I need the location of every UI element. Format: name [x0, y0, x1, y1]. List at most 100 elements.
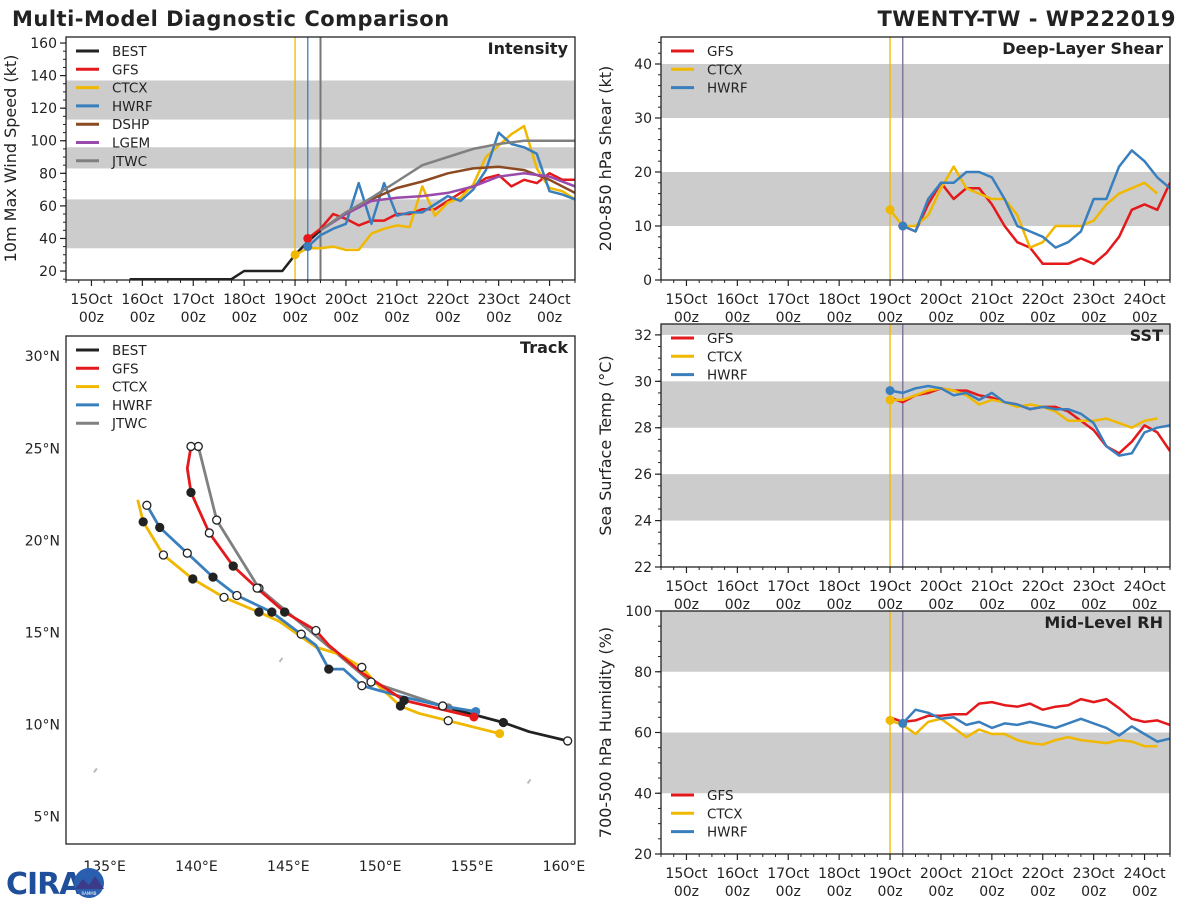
lat-tick-label: 20°N	[25, 533, 60, 549]
panel-title: SST	[1130, 326, 1163, 345]
x-tick-label-date: 22Oct	[1022, 579, 1065, 595]
track-position-filled	[254, 607, 264, 617]
y-tick-label: 80	[39, 166, 57, 182]
x-tick-label-hour: 00z	[282, 310, 307, 326]
series-line-lgem	[319, 172, 575, 232]
figure-title: Multi-Model Diagnostic Comparison	[12, 7, 450, 31]
legend-label: LGEM	[112, 136, 150, 152]
panel-title: Mid-Level RH	[1044, 613, 1163, 632]
x-tick-label-date: 16Oct	[121, 292, 164, 308]
lon-tick-label: 140°E	[175, 859, 218, 875]
x-tick-label-hour: 00z	[877, 310, 902, 326]
x-tick-label-date: 16Oct	[716, 866, 759, 882]
x-tick-label-hour: 00z	[725, 884, 750, 900]
panel-sst: 22 24 26 28 30 32 15Oct 00z 16Oct 00z 17Oct 00z 18Oc…	[596, 323, 1171, 613]
x-tick-label-date: 20Oct	[920, 866, 963, 882]
x-tick-label-date: 23Oct	[1073, 292, 1116, 308]
x-tick-label-hour: 00z	[1132, 310, 1157, 326]
x-tick-label-date: 17Oct	[767, 579, 810, 595]
x-tick-label-hour: 00z	[877, 597, 902, 613]
start-point-hwrf	[898, 221, 908, 231]
legend-label: CTCX	[707, 806, 743, 822]
y-tick-label: 20	[634, 165, 652, 181]
y-axis-label: 10m Max Wind Speed (kt)	[1, 55, 20, 263]
x-tick-label-hour: 00z	[79, 310, 104, 326]
track-position-filled	[155, 522, 165, 533]
track-position-filled	[324, 664, 334, 674]
series-line-hwrf	[889, 384, 1170, 457]
y-axis-label: 700-500 hPa Humidity (%)	[596, 627, 615, 838]
y-tick-label: 60	[39, 199, 57, 215]
island-shape	[93, 767, 98, 773]
y-tick-label: 20	[39, 264, 57, 280]
plot-area	[661, 611, 1170, 854]
axes-frame	[660, 323, 1171, 568]
x-tick-label-hour: 00z	[979, 310, 1004, 326]
lon-tick-label: 160°E	[543, 859, 586, 875]
x-tick-label-date: 22Oct	[427, 292, 470, 308]
start-point-ctcx	[290, 250, 300, 260]
lon-tick-label: 150°E	[359, 859, 402, 875]
track-position-open	[142, 500, 152, 510]
plot-area	[93, 441, 573, 785]
x-tick-label-date: 16Oct	[716, 292, 759, 308]
lat-tick-label: 10°N	[25, 717, 60, 733]
x-tick-label-date: 20Oct	[920, 579, 963, 595]
track-start-ctcx	[495, 729, 505, 739]
x-tick-label-hour: 00z	[384, 310, 409, 326]
y-tick-label: 32	[634, 328, 652, 344]
series-line-ctcx	[889, 717, 1158, 748]
track-position-open	[252, 583, 262, 593]
lat-tick-label: 30°N	[25, 349, 60, 365]
y-tick-label: 160	[30, 36, 57, 52]
start-point-gfs	[303, 233, 313, 243]
x-tick-label-hour: 00z	[928, 310, 953, 326]
legend-label: DSHP	[112, 117, 149, 133]
y-tick-label: 24	[634, 514, 652, 530]
track-position-filled	[208, 572, 218, 582]
start-point-ctcx	[885, 205, 895, 215]
x-tick-label-date: 15Oct	[665, 292, 708, 308]
y-axis-label: Sea Surface Temp (°C)	[596, 355, 615, 535]
y-tick-label: 140	[30, 69, 57, 85]
track-position-open	[232, 590, 242, 601]
x-tick-label-hour: 00z	[1132, 597, 1157, 613]
x-tick-label-hour: 00z	[776, 597, 801, 613]
track-position-filled	[267, 607, 277, 617]
x-tick-label-hour: 00z	[928, 597, 953, 613]
series-line-jtwc	[319, 139, 575, 232]
track-position-open	[357, 681, 367, 691]
track-position-filled	[186, 487, 196, 498]
x-tick-label-date: 17Oct	[767, 292, 810, 308]
start-point-hwrf	[885, 386, 895, 396]
x-tick-label-date: 23Oct	[1073, 579, 1116, 595]
axes-frame	[660, 610, 1171, 855]
x-tick-label-hour: 00z	[725, 597, 750, 613]
y-tick-label: 40	[39, 231, 57, 247]
y-axis-label: 200-850 hPa Shear (kt)	[596, 66, 615, 252]
plot-area	[661, 37, 1170, 280]
lon-tick-label: 145°E	[267, 859, 310, 875]
x-tick-label-date: 21Oct	[971, 579, 1014, 595]
x-tick-label-hour: 00z	[1081, 310, 1106, 326]
x-tick-label-hour: 00z	[1081, 884, 1106, 900]
panel-title: Track	[520, 338, 568, 357]
x-tick-label-hour: 00z	[130, 310, 155, 326]
y-tick-label: 28	[634, 421, 652, 437]
threshold-band	[661, 474, 1170, 521]
x-tick-label-date: 21Oct	[376, 292, 419, 308]
series-line-gfs	[902, 181, 1170, 266]
x-tick-label-hour: 00z	[1132, 884, 1157, 900]
plot-area	[661, 324, 1170, 567]
x-tick-label-hour: 00z	[725, 310, 750, 326]
track-position-filled	[399, 695, 409, 706]
cira-logo-text: CIRA	[6, 867, 83, 900]
legend-label: GFS	[707, 788, 734, 804]
y-tick-label: 20	[634, 847, 652, 863]
track-line-jtwc	[196, 446, 449, 710]
cira-logo: CIRA RAMMB	[6, 867, 104, 900]
x-tick-label-hour: 00z	[1030, 310, 1055, 326]
x-tick-label-hour: 00z	[776, 310, 801, 326]
x-tick-label-date: 18Oct	[818, 866, 861, 882]
x-tick-label-date: 24Oct	[1124, 579, 1167, 595]
